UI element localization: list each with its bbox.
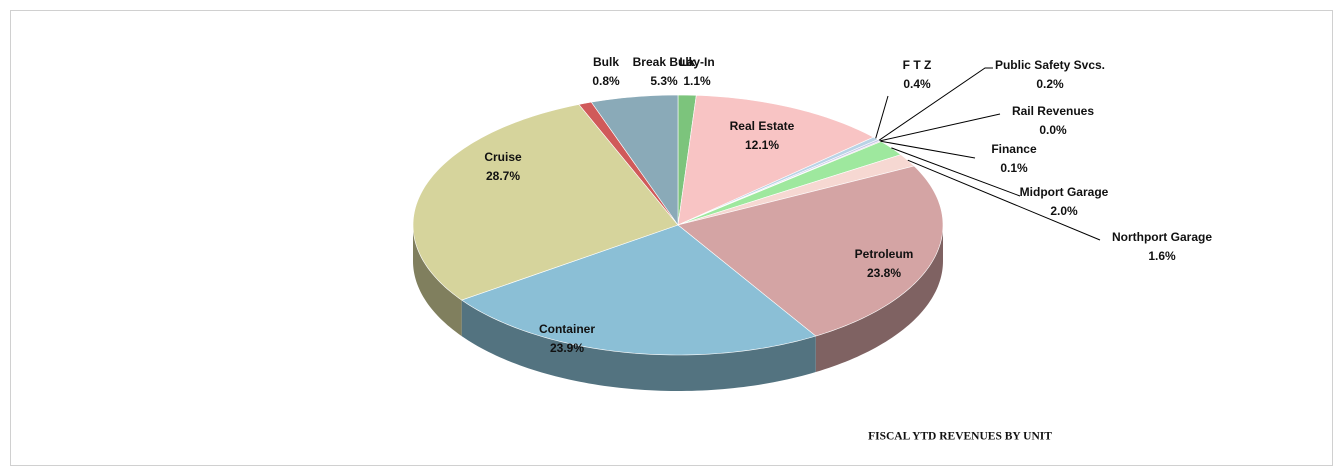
slice-value-label: 0.1% — [1000, 161, 1028, 175]
slice-value-label: 0.0% — [1039, 123, 1067, 137]
slice-value-label: 23.9% — [550, 341, 584, 355]
slice — [412, 104, 679, 301]
leader-line — [880, 140, 976, 159]
slice — [677, 165, 944, 337]
slice-label: Bulk — [593, 55, 619, 69]
slice-value-label: 5.3% — [650, 74, 678, 88]
leader-line — [878, 67, 993, 141]
leader-line — [879, 113, 1001, 142]
slice — [677, 94, 875, 226]
slice-value-label: 0.4% — [903, 77, 931, 91]
slice-value-label: 1.1% — [683, 74, 711, 88]
slice-value-label: 0.8% — [592, 74, 620, 88]
slice-label: Break Bulk — [633, 55, 696, 69]
slice-side — [413, 225, 462, 337]
slice-value-label: 23.8% — [867, 266, 901, 280]
leader-line — [891, 147, 1021, 197]
slice-label: Petroleum — [855, 247, 914, 261]
slice-value-label: 1.6% — [1148, 249, 1176, 263]
slice-label: Rail Revenues — [1012, 104, 1094, 118]
slice-side — [815, 225, 943, 373]
slice-value-label: 0.2% — [1036, 77, 1064, 91]
slice-label: Real Estate — [730, 119, 795, 133]
slice-label: Public Safety Svcs. — [995, 58, 1105, 72]
slice — [590, 94, 679, 226]
slice-value-label: 2.0% — [1050, 204, 1078, 218]
slice-label: Midport Garage — [1020, 185, 1109, 199]
slice-value-label: 28.7% — [486, 169, 520, 183]
chart-title: FISCAL YTD REVENUES BY UNIT — [868, 431, 1052, 443]
slice-label: Northport Garage — [1112, 230, 1212, 244]
leader-line — [875, 95, 889, 139]
leader-line — [907, 159, 1101, 241]
slice-label: Cruise — [484, 150, 522, 164]
slice-label: F T Z — [903, 58, 932, 72]
slice — [677, 154, 915, 226]
slice-label: Lay-In — [679, 55, 714, 69]
slice-side — [461, 300, 816, 391]
slice-label: Container — [539, 322, 595, 336]
slice-label: Finance — [991, 142, 1037, 156]
slice — [461, 224, 817, 356]
slice-value-label: 12.1% — [745, 138, 779, 152]
